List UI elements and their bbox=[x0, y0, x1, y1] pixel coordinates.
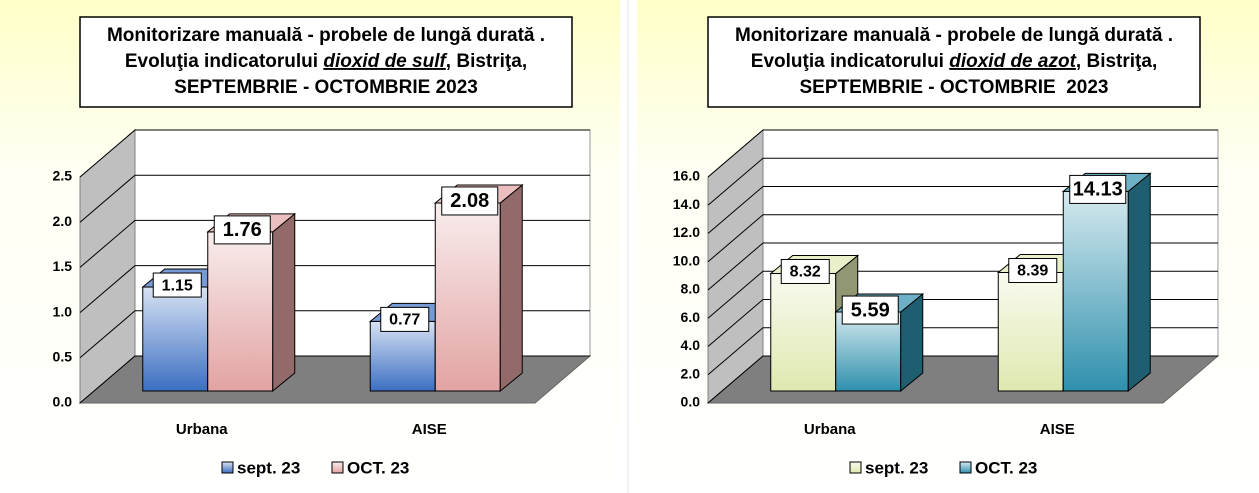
title: SEPTEMBRIE - OCTOMBRIE 2023 bbox=[174, 77, 478, 98]
bar-front bbox=[434, 202, 501, 392]
x-tick-label: AISE bbox=[412, 421, 447, 438]
legend-swatch bbox=[849, 461, 862, 474]
bar-front bbox=[207, 231, 274, 392]
bar-front bbox=[835, 311, 902, 392]
y-tick-label: 1.0 bbox=[53, 303, 73, 319]
grid-line bbox=[707, 157, 1218, 206]
bar bbox=[1061, 172, 1152, 393]
y-tick-label: 0.0 bbox=[53, 394, 73, 410]
value-label-box bbox=[1069, 174, 1127, 204]
x-tick-label: Urbana bbox=[176, 421, 228, 438]
side-wall bbox=[79, 128, 136, 405]
bar-front bbox=[1062, 190, 1129, 392]
title: Evoluţia indicatorului dioxid de sulf, B… bbox=[125, 51, 527, 72]
value-label: 2.08 bbox=[450, 190, 489, 212]
bar-front bbox=[997, 271, 1064, 392]
value-label: 1.15 bbox=[162, 277, 193, 294]
title-part: , Bistriţa, bbox=[1076, 51, 1157, 72]
y-tick-label: 16.0 bbox=[673, 168, 700, 184]
value-label: 8.39 bbox=[1017, 263, 1048, 280]
y-tick-label: 14.0 bbox=[673, 196, 700, 212]
title: Evoluţia indicatorului dioxid de azot, B… bbox=[751, 51, 1157, 72]
x-tick-label: Urbana bbox=[804, 421, 856, 438]
y-tick-label: 12.0 bbox=[673, 224, 700, 240]
value-label: 14.13 bbox=[1073, 179, 1123, 201]
title-part: Evoluţia indicatorului bbox=[751, 51, 949, 72]
bar bbox=[206, 212, 297, 393]
bar-side bbox=[1127, 172, 1151, 393]
legend-swatch bbox=[331, 461, 344, 474]
value-label-box bbox=[152, 272, 202, 298]
legend-label: OCT. 23 bbox=[347, 458, 409, 477]
grid-line bbox=[79, 129, 590, 178]
bar bbox=[433, 183, 524, 393]
value-label: 0.77 bbox=[389, 312, 420, 329]
grid-line bbox=[707, 186, 1218, 234]
value-label-box bbox=[780, 258, 830, 284]
bar-side bbox=[272, 212, 296, 393]
title: Monitorizare manuală - probele de lungă … bbox=[735, 25, 1173, 46]
y-tick-label: 0.0 bbox=[681, 394, 701, 410]
value-label-box bbox=[441, 186, 499, 216]
legend-swatch bbox=[959, 461, 972, 474]
y-tick-label: 10.0 bbox=[673, 252, 700, 268]
legend-swatch bbox=[221, 461, 234, 474]
legend-label: sept. 23 bbox=[865, 458, 928, 477]
y-tick-label: 2.5 bbox=[53, 168, 73, 184]
title: Monitorizare manuală - probele de lungă … bbox=[107, 25, 545, 46]
legend-label: OCT. 23 bbox=[975, 458, 1037, 477]
value-label: 1.76 bbox=[223, 219, 262, 241]
value-label-box bbox=[841, 295, 899, 325]
x-tick-label: AISE bbox=[1040, 421, 1075, 438]
bar-front bbox=[369, 320, 436, 392]
grid-line bbox=[707, 129, 1218, 178]
title-box bbox=[79, 16, 573, 108]
grid-line bbox=[79, 174, 590, 223]
legend-label: sept. 23 bbox=[237, 458, 300, 477]
value-label-box bbox=[213, 215, 271, 245]
title-part: Evoluţia indicatorului bbox=[125, 51, 323, 72]
value-label: 8.32 bbox=[790, 264, 821, 281]
y-tick-label: 4.0 bbox=[681, 337, 701, 353]
y-tick-label: 2.0 bbox=[53, 213, 73, 229]
bar-front bbox=[142, 286, 209, 392]
title-part: dioxid de azot bbox=[949, 51, 1076, 72]
title: SEPTEMBRIE - OCTOMBRIE 2023 bbox=[800, 77, 1109, 98]
value-label: 5.59 bbox=[851, 299, 890, 321]
title-part: dioxid de sulf bbox=[323, 51, 447, 72]
title-part: , Bistriţa, bbox=[446, 51, 527, 72]
y-tick-label: 8.0 bbox=[681, 281, 701, 297]
y-tick-label: 0.5 bbox=[53, 349, 73, 365]
y-tick-label: 6.0 bbox=[681, 309, 701, 325]
bar-front bbox=[770, 272, 837, 392]
value-label-box bbox=[380, 306, 430, 332]
bar-side bbox=[499, 183, 523, 393]
title-box bbox=[707, 16, 1201, 108]
y-tick-label: 2.0 bbox=[681, 365, 701, 381]
y-tick-label: 1.5 bbox=[53, 258, 73, 274]
value-label-box bbox=[1008, 257, 1058, 283]
